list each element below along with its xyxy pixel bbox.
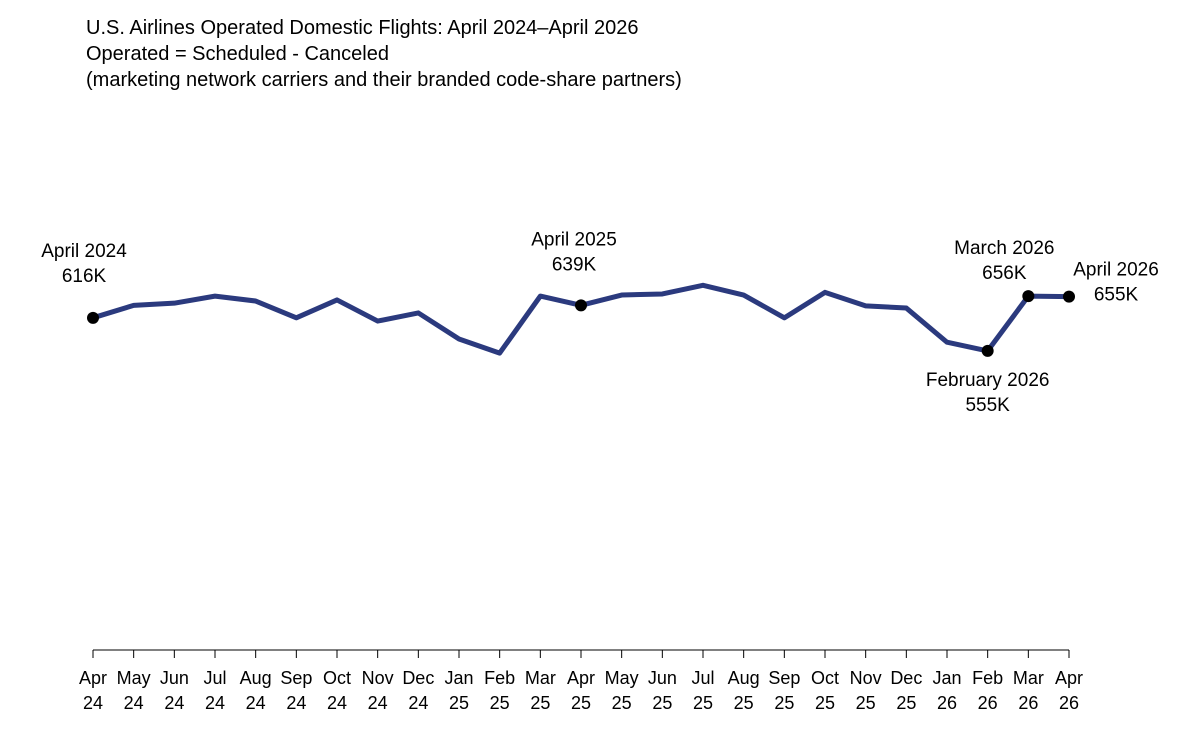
x-tick-label: Apr 26 xyxy=(1054,668,1083,713)
value-label: 639K xyxy=(552,254,597,275)
x-tick-label: Aug 24 xyxy=(239,668,272,713)
x-tick-label: May 24 xyxy=(116,668,151,713)
chart-subtitle: Operated = Scheduled - Canceled xyxy=(86,43,389,65)
x-tick-label: Aug 25 xyxy=(727,668,760,713)
point-marker xyxy=(1063,290,1075,303)
chart-subtitle: (marketing network carriers and their br… xyxy=(86,69,682,91)
x-tick-label: Jan 26 xyxy=(932,668,962,713)
x-tick-label: Jun 25 xyxy=(647,668,677,713)
x-tick-label: Feb 26 xyxy=(972,668,1004,713)
x-tick-label: Oct 24 xyxy=(322,668,351,713)
point-label: April 2024 xyxy=(41,241,127,262)
value-label: 555K xyxy=(965,395,1010,416)
point-label: February 2026 xyxy=(926,370,1050,391)
x-tick-label: Mar 26 xyxy=(1012,668,1044,713)
x-tick-label: Apr 25 xyxy=(566,668,595,713)
x-tick-label: Sep 24 xyxy=(280,668,313,713)
chart-title: U.S. Airlines Operated Domestic Flights:… xyxy=(86,17,639,39)
x-tick-label: Nov 25 xyxy=(849,668,882,713)
x-tick-label: Jun 24 xyxy=(159,668,189,713)
x-tick-label: Mar 25 xyxy=(524,668,556,713)
point-marker xyxy=(981,344,994,357)
value-label: 656K xyxy=(982,263,1027,284)
x-tick-label: Feb 25 xyxy=(484,668,516,713)
point-label: April 2025 xyxy=(531,229,617,250)
x-tick-label: Apr 24 xyxy=(78,668,107,713)
x-tick-label: Jul 25 xyxy=(691,668,715,713)
x-tick-label: Jul 24 xyxy=(203,668,227,713)
value-label: 655K xyxy=(1094,285,1139,306)
point-label: March 2026 xyxy=(954,238,1054,259)
line xyxy=(92,282,1070,356)
x-tick-label: Sep 25 xyxy=(768,668,801,713)
value-label: 616K xyxy=(62,266,107,287)
point-marker xyxy=(87,311,99,324)
x-tick-label: Oct 25 xyxy=(810,668,839,713)
x-tick-label: May 25 xyxy=(604,668,639,713)
x-tick-label: Jan 25 xyxy=(444,668,474,713)
x-tick-label: Dec 25 xyxy=(890,668,923,713)
x-tick-label: Dec 24 xyxy=(402,668,435,713)
x-tick-label: Nov 24 xyxy=(361,668,394,713)
point-marker xyxy=(575,299,587,312)
point-marker xyxy=(1022,290,1035,303)
point-label: April 2026 xyxy=(1073,260,1159,281)
